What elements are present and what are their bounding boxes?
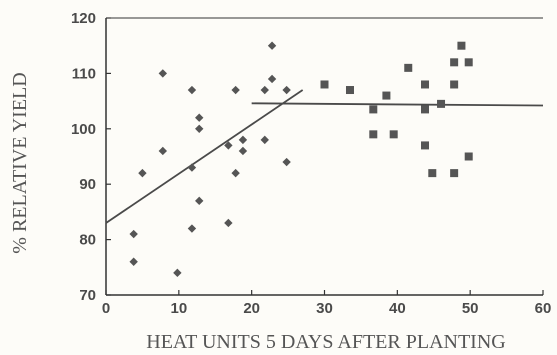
fit-lines xyxy=(105,89,544,224)
square-point xyxy=(464,152,473,161)
y-tick-label: 110 xyxy=(72,65,96,82)
diamond-point xyxy=(138,168,147,178)
square-point xyxy=(450,80,459,89)
square-point xyxy=(421,141,430,150)
square-point xyxy=(464,58,473,67)
square-point xyxy=(421,105,430,114)
square-point xyxy=(369,130,378,139)
x-tick-label: 10 xyxy=(170,300,187,317)
tick-marks xyxy=(105,17,544,296)
diamond-point xyxy=(195,113,204,122)
diamond-point xyxy=(158,69,168,78)
square-point xyxy=(320,80,329,89)
diamond-point xyxy=(187,163,197,172)
square-point xyxy=(421,80,430,89)
square-point xyxy=(345,86,354,95)
y-tick-label: 80 xyxy=(79,232,96,249)
square-point xyxy=(369,105,378,114)
diamond-point xyxy=(282,85,291,95)
square-point xyxy=(389,130,398,139)
tick-labels: 0 10 20 30 40 50 60 70 80 90 100 110 120 xyxy=(71,10,551,317)
x-tick-label: 40 xyxy=(389,300,406,317)
diamond-point xyxy=(231,168,240,178)
y-tick-label: 120 xyxy=(71,10,96,27)
diamond-point xyxy=(260,135,269,145)
x-tick-label: 60 xyxy=(535,300,552,317)
axes xyxy=(105,17,543,296)
y-axis-label: % RELATIVE YIELD xyxy=(9,72,31,253)
diamond-point xyxy=(231,85,240,95)
y-tick-label: 70 xyxy=(79,287,96,304)
diamond-point xyxy=(224,141,233,150)
y-tick-label: 90 xyxy=(79,176,96,193)
fit-line xyxy=(105,89,304,224)
square-point xyxy=(428,169,437,178)
data-points xyxy=(129,41,473,278)
diamond-point xyxy=(187,85,197,95)
square-point xyxy=(382,91,391,100)
x-tick-label: 20 xyxy=(243,300,260,317)
square-point xyxy=(437,99,446,108)
square-point xyxy=(457,41,466,50)
diamond-point xyxy=(158,146,168,156)
diamond-point xyxy=(238,135,248,145)
square-point xyxy=(450,169,459,178)
diamond-point xyxy=(282,157,291,167)
x-tick-label: 50 xyxy=(462,300,479,317)
diamond-point xyxy=(260,85,269,95)
diamond-point xyxy=(267,41,277,50)
diamond-point xyxy=(129,229,138,239)
diamond-point xyxy=(173,268,182,278)
square-point xyxy=(450,58,459,67)
fit-line xyxy=(251,102,544,107)
x-tick-label: 30 xyxy=(316,300,333,317)
diamond-point xyxy=(238,146,248,156)
diamond-point xyxy=(195,124,204,133)
diamond-point xyxy=(187,224,197,233)
diamond-point xyxy=(224,218,233,228)
diamond-point xyxy=(195,196,204,206)
square-point xyxy=(404,63,413,72)
diamond-point xyxy=(267,74,277,84)
diamond-point xyxy=(129,257,138,266)
x-axis-label: HEAT UNITS 5 DAYS AFTER PLANTING xyxy=(146,331,505,353)
y-tick-label: 100 xyxy=(71,121,96,138)
x-tick-label: 0 xyxy=(102,300,110,317)
